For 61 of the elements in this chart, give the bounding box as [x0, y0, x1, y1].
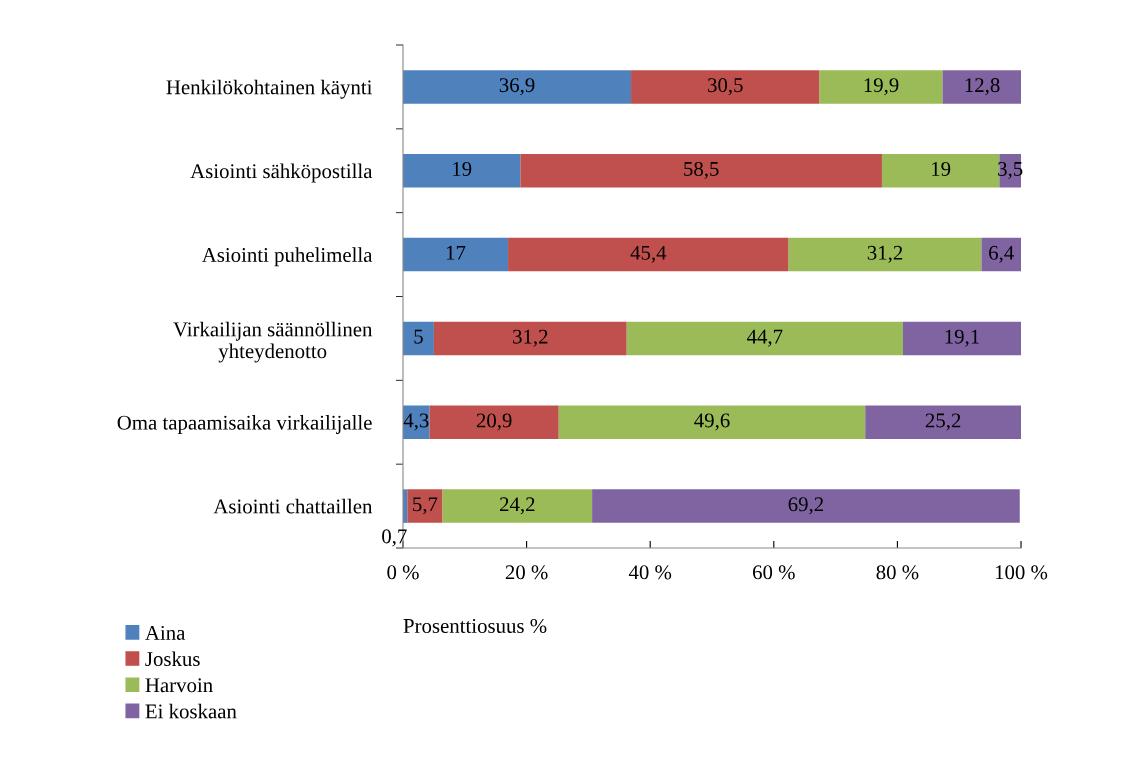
- x-tick-label: 40 %: [628, 565, 672, 580]
- bar: [403, 70, 632, 104]
- data-label: 4,3: [403, 413, 429, 431]
- bar: [442, 489, 593, 523]
- x-tick-label: 60 %: [753, 565, 795, 580]
- bar: [819, 70, 943, 104]
- bar: [592, 489, 1020, 523]
- bar: [902, 321, 1021, 356]
- data-label: 31,2: [513, 329, 548, 347]
- x-axis-title: Prosenttiosuus %: [403, 618, 547, 634]
- data-label: 45,4: [630, 245, 667, 263]
- x-tick-label: 80 %: [876, 565, 919, 580]
- data-label: 0,7: [382, 529, 407, 547]
- y-tick-label: Asiointi chattaillen: [213, 498, 373, 514]
- bar: [626, 321, 903, 356]
- x-tick-label: 0 %: [387, 565, 419, 580]
- data-label: 30,5: [708, 78, 743, 96]
- data-label: 36,9: [499, 78, 535, 96]
- legend-label: Aina: [145, 625, 186, 640]
- bar: [429, 405, 559, 440]
- data-label: 5: [414, 329, 423, 344]
- bar: [865, 405, 1021, 440]
- y-tick-label: Asiointi puhelimella: [201, 247, 373, 267]
- bar: [407, 489, 443, 523]
- bar: [881, 153, 1000, 188]
- data-label: 49,6: [694, 413, 730, 431]
- bar: [520, 153, 882, 188]
- bar: [433, 321, 627, 356]
- y-tick-label: Virkailijan säännöllinen yhteydenotto: [173, 321, 373, 363]
- data-label: 17: [446, 245, 466, 260]
- data-label: 31,2: [867, 245, 903, 263]
- data-label: 24,2: [500, 497, 535, 515]
- data-label: 25,2: [925, 413, 961, 431]
- data-label: 19,9: [864, 78, 899, 96]
- x-tick-label: 100 %: [995, 565, 1048, 580]
- data-label: 19: [932, 161, 951, 176]
- x-tick-label: 20 %: [505, 565, 548, 580]
- data-label: 20,9: [476, 413, 512, 431]
- bar: [508, 237, 789, 272]
- y-tick-label: Oma tapaamisaika virkailijalle: [117, 415, 372, 434]
- data-label: 69,2: [788, 497, 824, 515]
- y-tick-label: Henkilökohtainen käynti: [166, 79, 373, 99]
- bar: [631, 70, 820, 104]
- data-label: 44,7: [747, 329, 783, 347]
- legend-label: Joskus: [145, 651, 200, 667]
- bar: [981, 237, 1021, 272]
- bar: [788, 237, 982, 272]
- data-label: 58,5: [684, 161, 719, 179]
- data-label: 19,1: [945, 329, 979, 347]
- y-tick-label: Asiointi sähköpostilla: [190, 163, 373, 183]
- data-label: 19: [453, 161, 472, 176]
- bar: [558, 405, 866, 440]
- data-label: 5,7: [413, 497, 438, 515]
- legend-label: Harvoin: [145, 678, 213, 693]
- bar: [403, 237, 509, 272]
- bar: [403, 321, 434, 356]
- data-label: 12,8: [965, 78, 1000, 96]
- legend-label: Ei koskaan: [145, 703, 237, 719]
- bar: [942, 70, 1021, 104]
- data-label: 6,4: [989, 245, 1014, 263]
- bar: [403, 153, 521, 188]
